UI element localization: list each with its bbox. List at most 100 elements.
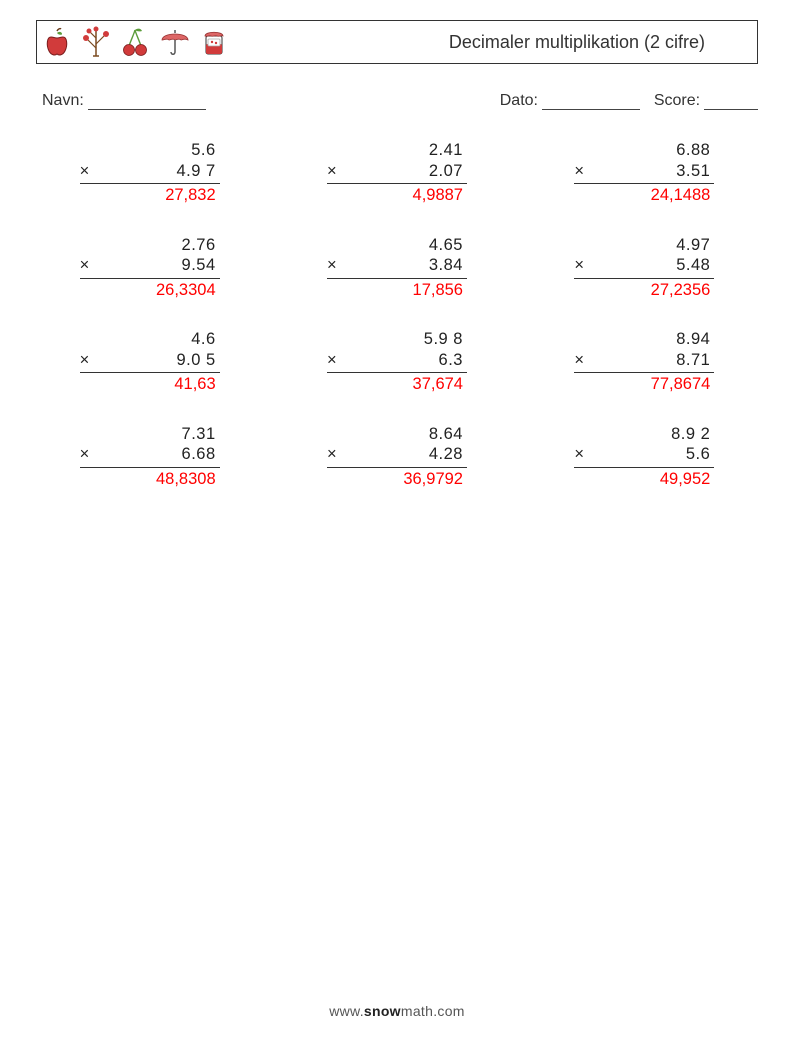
answer: 77,8674 <box>574 373 714 395</box>
footer: www.snowmath.com <box>0 1003 794 1019</box>
blank-sign <box>80 140 102 161</box>
multiplier: 5.6 <box>596 444 714 465</box>
multiplier: 4.28 <box>349 444 467 465</box>
answer: 49,952 <box>574 468 714 490</box>
score-blank <box>704 92 758 110</box>
multiplicand: 2.41 <box>349 140 467 161</box>
multiplicand: 8.9 2 <box>596 424 714 445</box>
operator: × <box>574 161 596 182</box>
problem-box: 8.9 2×5.6 49,952 <box>574 424 714 491</box>
problem: 2.76×9.54 26,3304 <box>46 235 253 302</box>
answer: 27,832 <box>80 184 220 206</box>
multiplicand: 8.94 <box>596 329 714 350</box>
problem-box: 6.88×3.5124,1488 <box>574 140 714 207</box>
footer-brand: snow <box>364 1003 401 1019</box>
operator: × <box>327 444 349 465</box>
multiplicand: 4.97 <box>596 235 714 256</box>
jam-jar-icon <box>201 27 227 57</box>
blank-sign <box>327 235 349 256</box>
apple-icon <box>43 27 71 57</box>
multiplier: 6.3 <box>349 350 467 371</box>
multiplicand: 7.31 <box>102 424 220 445</box>
spacer <box>640 92 654 110</box>
multiplier: 4.9 7 <box>102 161 220 182</box>
operator: × <box>327 255 349 276</box>
answer: 36,9792 <box>327 468 467 490</box>
answer: 41,63 <box>80 373 220 395</box>
multiplier: 8.71 <box>596 350 714 371</box>
problem: 5.9 8×6.337,674 <box>293 329 500 396</box>
problem: 6.88×3.5124,1488 <box>541 140 748 207</box>
answer: 4,9887 <box>327 184 467 206</box>
score-label: Score: <box>654 92 700 110</box>
operator: × <box>80 161 102 182</box>
multiplier: 9.54 <box>102 255 220 276</box>
multiplicand: 8.64 <box>349 424 467 445</box>
blank-sign <box>574 424 596 445</box>
blank-sign <box>327 424 349 445</box>
worksheet-title: Decimaler multiplikation (2 cifre) <box>227 32 745 53</box>
problem: 8.9 2×5.6 49,952 <box>541 424 748 491</box>
problem-box: 4.6×9.0 541,63 <box>80 329 220 396</box>
operator: × <box>80 350 102 371</box>
problem: 8.94×8.7177,8674 <box>541 329 748 396</box>
problem-box: 8.94×8.7177,8674 <box>574 329 714 396</box>
branch-icon <box>81 26 111 58</box>
problem: 4.65×3.84 17,856 <box>293 235 500 302</box>
problem-box: 5.6×4.9 727,832 <box>80 140 220 207</box>
multiplicand: 5.6 <box>102 140 220 161</box>
cherries-icon <box>121 26 149 58</box>
answer: 27,2356 <box>574 279 714 301</box>
problem-box: 7.31×6.68 48,8308 <box>80 424 220 491</box>
name-label: Navn: <box>42 92 84 110</box>
blank-sign <box>574 235 596 256</box>
answer: 26,3304 <box>80 279 220 301</box>
problem-box: 4.65×3.84 17,856 <box>327 235 467 302</box>
multiplicand: 5.9 8 <box>349 329 467 350</box>
problem: 7.31×6.68 48,8308 <box>46 424 253 491</box>
problem: 5.6×4.9 727,832 <box>46 140 253 207</box>
header-box: Decimaler multiplikation (2 cifre) <box>36 20 758 64</box>
footer-suffix: math.com <box>401 1003 465 1019</box>
header-icons <box>43 26 227 58</box>
problems-grid: 5.6×4.9 727,8322.41×2.074,98876.88×3.512… <box>36 140 758 490</box>
blank-sign <box>574 140 596 161</box>
blank-sign <box>80 329 102 350</box>
blank-sign <box>327 329 349 350</box>
info-gap <box>206 92 500 110</box>
multiplier: 2.07 <box>349 161 467 182</box>
answer: 24,1488 <box>574 184 714 206</box>
multiplicand: 6.88 <box>596 140 714 161</box>
answer: 48,8308 <box>80 468 220 490</box>
operator: × <box>574 350 596 371</box>
blank-sign <box>574 329 596 350</box>
problem-box: 2.41×2.074,9887 <box>327 140 467 207</box>
multiplicand: 4.6 <box>102 329 220 350</box>
operator: × <box>574 444 596 465</box>
info-line: Navn: Dato: Score: <box>36 92 758 110</box>
multiplicand: 4.65 <box>349 235 467 256</box>
blank-sign <box>327 140 349 161</box>
operator: × <box>80 444 102 465</box>
answer: 17,856 <box>327 279 467 301</box>
problem: 8.64×4.28 36,9792 <box>293 424 500 491</box>
operator: × <box>574 255 596 276</box>
operator: × <box>327 161 349 182</box>
answer: 37,674 <box>327 373 467 395</box>
problem-box: 2.76×9.54 26,3304 <box>80 235 220 302</box>
problem: 4.6×9.0 541,63 <box>46 329 253 396</box>
multiplier: 9.0 5 <box>102 350 220 371</box>
multiplier: 5.48 <box>596 255 714 276</box>
multiplier: 6.68 <box>102 444 220 465</box>
problem-box: 5.9 8×6.337,674 <box>327 329 467 396</box>
multiplier: 3.51 <box>596 161 714 182</box>
multiplier: 3.84 <box>349 255 467 276</box>
problem: 2.41×2.074,9887 <box>293 140 500 207</box>
multiplicand: 2.76 <box>102 235 220 256</box>
date-blank <box>542 92 640 110</box>
blank-sign <box>80 235 102 256</box>
problem: 4.97×5.48 27,2356 <box>541 235 748 302</box>
operator: × <box>80 255 102 276</box>
problem-box: 8.64×4.28 36,9792 <box>327 424 467 491</box>
name-blank <box>88 92 206 110</box>
